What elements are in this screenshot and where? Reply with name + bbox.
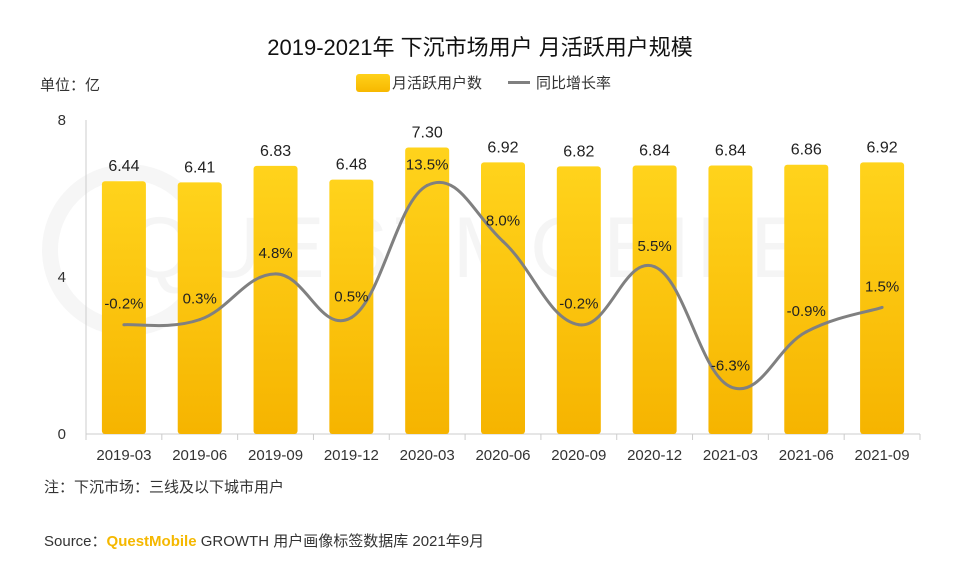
growth-point — [501, 239, 505, 243]
bar — [101, 181, 146, 434]
growth-point — [274, 272, 278, 276]
chart-title: 2019-2021年 下沉市场用户 月活跃用户规模 — [267, 35, 693, 60]
growth-point — [198, 318, 202, 322]
growth-value-label: -0.2% — [104, 296, 143, 313]
watermark-text: QUESTMOBILE — [126, 200, 813, 296]
bar — [329, 179, 374, 434]
legend-line-label: 同比增长率 — [536, 75, 612, 92]
bar-value-label: 6.92 — [867, 139, 898, 156]
bar — [556, 166, 601, 434]
bar — [632, 165, 677, 434]
growth-value-label: 1.5% — [865, 278, 899, 295]
bar — [405, 147, 450, 434]
legend: 月活跃用户数 同比增长率 — [356, 72, 637, 93]
source-line: Source：QuestMobile GROWTH 用户画像标签数据库 2021… — [44, 530, 484, 551]
bar — [784, 164, 829, 434]
bar-value-label: 6.82 — [563, 143, 594, 160]
growth-value-label: 0.3% — [183, 291, 217, 308]
bar-value-label: 6.83 — [260, 143, 291, 160]
growth-value-label: -0.2% — [559, 296, 598, 313]
bar — [177, 182, 222, 434]
bar — [708, 165, 753, 434]
x-tick-label: 2020-12 — [627, 447, 682, 464]
growth-point — [880, 305, 884, 309]
legend-item-bar: 月活跃用户数 — [356, 72, 482, 93]
growth-value-label: -6.3% — [711, 358, 750, 375]
source-rest: GROWTH 用户画像标签数据库 2021年9月 — [196, 533, 485, 550]
x-tick-label: 2020-09 — [551, 447, 606, 464]
legend-line-swatch — [508, 81, 531, 84]
source-prefix: Source： — [44, 533, 107, 550]
bar — [860, 162, 905, 434]
bar-value-label: 6.44 — [108, 158, 139, 175]
growth-point — [804, 330, 808, 334]
bar-value-label: 6.84 — [639, 143, 670, 160]
source-brand: QuestMobile — [106, 533, 197, 550]
legend-bar-label: 月活跃用户数 — [392, 75, 483, 92]
legend-bar-swatch — [356, 73, 390, 92]
y-tick-label: 8 — [58, 112, 66, 129]
bar-value-label: 7.30 — [412, 124, 443, 141]
growth-value-label: -0.9% — [787, 303, 826, 320]
growth-value-label: 0.5% — [334, 289, 368, 306]
x-tick-label: 2021-03 — [703, 447, 758, 464]
y-tick-label: 0 — [58, 426, 66, 443]
legend-item-line: 同比增长率 — [508, 72, 611, 93]
bar — [253, 165, 298, 435]
x-tick-label: 2020-06 — [475, 447, 530, 464]
growth-point — [425, 183, 429, 187]
growth-value-label: 5.5% — [638, 238, 672, 255]
bar — [481, 162, 525, 434]
x-tick-label: 2019-06 — [172, 447, 227, 464]
x-tick-label: 2021-06 — [779, 447, 834, 464]
growth-value-label: 8.0% — [486, 212, 520, 229]
bar-value-label: 6.92 — [487, 139, 518, 156]
growth-value-label: 4.8% — [258, 245, 292, 262]
growth-point — [577, 323, 581, 327]
y-tick-label: 4 — [58, 269, 66, 286]
x-tick-label: 2021-09 — [855, 447, 910, 464]
x-tick-label: 2019-12 — [324, 447, 379, 464]
growth-point — [122, 323, 126, 327]
x-tick-label: 2019-09 — [248, 447, 303, 464]
growth-point — [653, 265, 657, 269]
unit-label: 单位：亿 — [40, 77, 101, 94]
x-tick-label: 2019-03 — [96, 447, 151, 464]
bar-value-label: 6.86 — [791, 142, 822, 159]
x-tick-label: 2020-03 — [400, 447, 455, 464]
bar-value-label: 6.48 — [336, 157, 367, 174]
growth-value-label: 13.5% — [406, 156, 449, 173]
footnote: 注：下沉市场：三线及以下城市用户 — [44, 479, 285, 496]
bar-value-label: 6.84 — [715, 143, 746, 160]
growth-point — [728, 385, 732, 389]
growth-point — [349, 316, 353, 320]
bar-value-label: 6.41 — [184, 159, 215, 176]
